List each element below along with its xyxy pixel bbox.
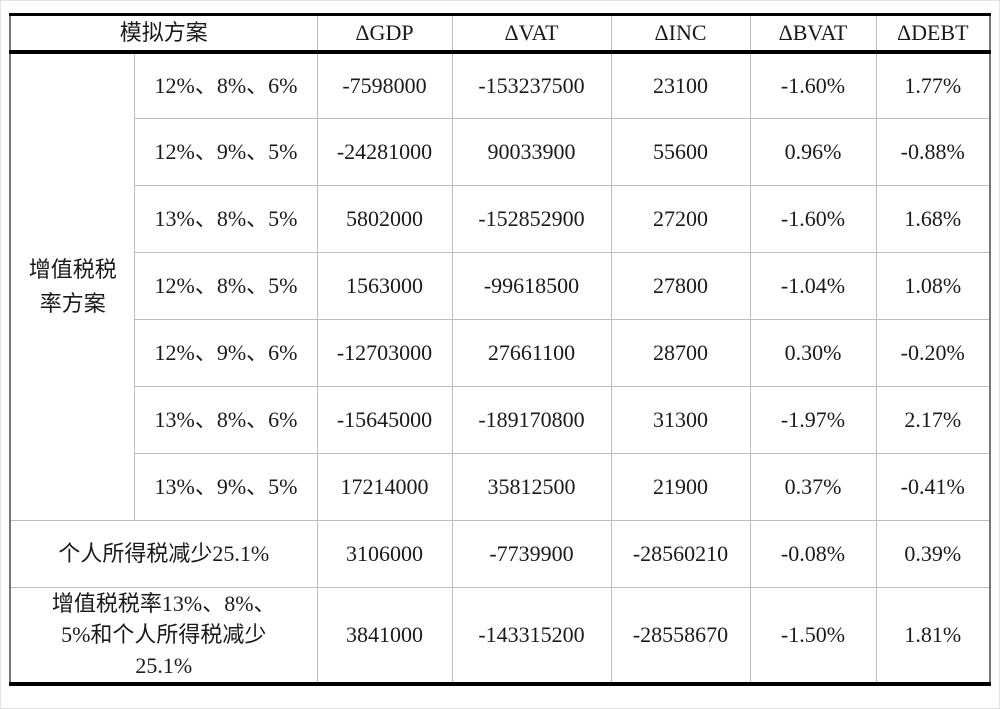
vat-cell: -152852900 xyxy=(451,185,612,253)
scheme-cell: 13%、9%、5% xyxy=(134,453,318,521)
vat-cell: -153237500 xyxy=(451,51,612,119)
scheme-line: 5%和个人所得税减少 xyxy=(61,622,267,648)
header-col-vat: ΔVAT xyxy=(451,14,612,54)
vat-cell: 27661100 xyxy=(451,319,612,387)
vat-cell: -7739900 xyxy=(451,520,612,588)
gdp-cell: 3106000 xyxy=(316,520,453,588)
debt-cell: -0.88% xyxy=(875,118,991,186)
table-row-vat-2: 12%、9%、5% -24281000 90033900 55600 0.96%… xyxy=(10,118,991,186)
gdp-cell: 3841000 xyxy=(316,586,453,685)
debt-cell: 1.81% xyxy=(875,586,991,685)
inc-cell: 27800 xyxy=(610,252,751,320)
inc-cell: 31300 xyxy=(610,386,751,454)
bvat-cell: 0.96% xyxy=(749,118,877,186)
debt-cell: -0.20% xyxy=(875,319,991,387)
gdp-cell: -12703000 xyxy=(316,319,453,387)
debt-cell: -0.41% xyxy=(875,453,991,521)
bvat-cell: -1.60% xyxy=(749,185,877,253)
table-row-vat-4: 12%、8%、5% 1563000 -99618500 27800 -1.04%… xyxy=(10,252,991,320)
gdp-cell: -15645000 xyxy=(316,386,453,454)
table-header-row: 模拟方案 ΔGDP ΔVAT ΔINC ΔBVAT ΔDEBT xyxy=(9,14,991,54)
vat-group-label-cell: 增值税税率方案 xyxy=(9,51,136,521)
scheme-cell: 12%、8%、6% xyxy=(134,51,318,119)
table-row-vat-7: 13%、9%、5% 17214000 35812500 21900 0.37% … xyxy=(10,453,991,521)
bvat-cell: -0.08% xyxy=(749,520,877,588)
scheme-cell: 13%、8%、5% xyxy=(134,185,318,253)
scheme-line: 25.1% xyxy=(135,653,193,679)
gdp-cell: 1563000 xyxy=(316,252,453,320)
gdp-cell: 17214000 xyxy=(316,453,453,521)
debt-cell: 1.68% xyxy=(875,185,991,253)
vat-cell: -143315200 xyxy=(451,586,612,685)
header-scheme-label: 模拟方案 xyxy=(9,14,318,54)
debt-cell: 2.17% xyxy=(875,386,991,454)
simulation-results-table: 模拟方案 ΔGDP ΔVAT ΔINC ΔBVAT ΔDEBT 增值税税率方案 … xyxy=(8,13,991,686)
inc-cell: -28560210 xyxy=(610,520,751,588)
bvat-cell: -1.97% xyxy=(749,386,877,454)
scheme-cell: 个人所得税减少25.1% xyxy=(9,520,318,588)
bvat-cell: -1.04% xyxy=(749,252,877,320)
table-row-vat-1: 增值税税率方案 12%、8%、6% -7598000 -153237500 23… xyxy=(9,51,991,521)
scheme-cell: 13%、8%、6% xyxy=(134,386,318,454)
table-row-vat-3: 13%、8%、5% 5802000 -152852900 27200 -1.60… xyxy=(10,185,991,253)
scheme-cell: 增值税税率13%、8%、 5%和个人所得税减少 25.1% xyxy=(9,586,318,685)
header-col-gdp: ΔGDP xyxy=(316,14,453,54)
header-col-inc: ΔINC xyxy=(610,14,751,54)
bvat-cell: -1.50% xyxy=(749,586,877,685)
inc-cell: 27200 xyxy=(610,185,751,253)
inc-cell: 28700 xyxy=(610,319,751,387)
scheme-line: 增值税税率13%、8%、 xyxy=(51,591,276,616)
vat-cell: 90033900 xyxy=(451,118,612,186)
debt-cell: 0.39% xyxy=(875,520,991,588)
vat-cell: -99618500 xyxy=(451,252,612,320)
inc-cell: 23100 xyxy=(610,51,751,119)
bvat-cell: 0.30% xyxy=(749,319,877,387)
bvat-cell: -1.60% xyxy=(749,51,877,119)
gdp-cell: -24281000 xyxy=(316,118,453,186)
debt-cell: 1.77% xyxy=(875,51,991,119)
gdp-cell: 5802000 xyxy=(316,185,453,253)
gdp-cell: -7598000 xyxy=(316,51,453,119)
vat-cell: -189170800 xyxy=(451,386,612,454)
table-row-income-tax: 个人所得税减少25.1% 3106000 -7739900 -28560210 … xyxy=(9,520,991,588)
table-row-combined: 增值税税率13%、8%、 5%和个人所得税减少 25.1% 3841000 -1… xyxy=(9,586,991,685)
vat-cell: 35812500 xyxy=(451,453,612,521)
bvat-cell: 0.37% xyxy=(749,453,877,521)
header-col-debt: ΔDEBT xyxy=(875,14,991,54)
inc-cell: 55600 xyxy=(610,118,751,186)
table-row-vat-6: 13%、8%、6% -15645000 -189170800 31300 -1.… xyxy=(10,386,991,454)
scheme-cell: 12%、8%、5% xyxy=(134,252,318,320)
inc-cell: 21900 xyxy=(610,453,751,521)
inc-cell: -28558670 xyxy=(610,586,751,685)
debt-cell: 1.08% xyxy=(875,252,991,320)
header-col-bvat: ΔBVAT xyxy=(749,14,877,54)
scheme-cell: 12%、9%、6% xyxy=(134,319,318,387)
scheme-cell: 12%、9%、5% xyxy=(134,118,318,186)
table-row-vat-5: 12%、9%、6% -12703000 27661100 28700 0.30%… xyxy=(10,319,991,387)
